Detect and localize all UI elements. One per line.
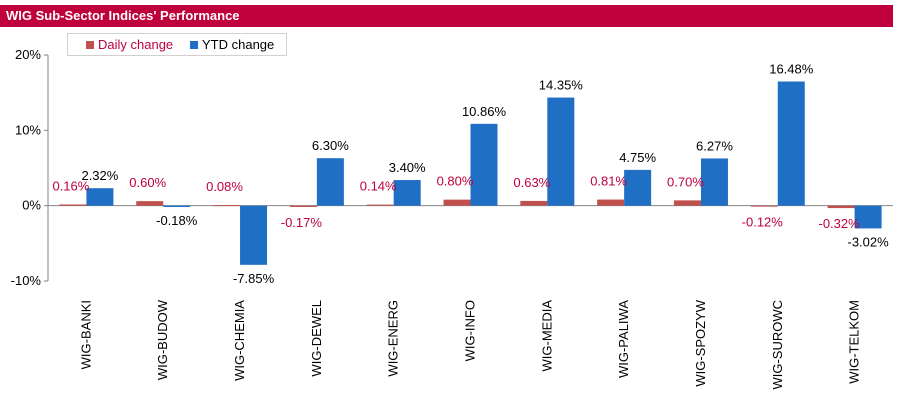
bar-ytd-change	[624, 169, 652, 206]
bar-ytd-change	[240, 205, 268, 265]
x-tick-label: WIG-SPOZYW	[693, 299, 708, 386]
y-tick-label: 10%	[15, 122, 41, 137]
legend-swatch-daily	[86, 40, 94, 49]
chart-title: WIG Sub-Sector Indices' Performance	[6, 8, 240, 23]
data-label-daily: -0.32%	[818, 216, 860, 231]
bar-ytd-change	[854, 205, 882, 229]
legend-item-daily: Daily change	[86, 37, 173, 52]
x-tick-label: WIG-MEDIA	[539, 300, 554, 372]
data-label-daily: 0.16%	[52, 178, 89, 193]
data-label-daily: 0.80%	[437, 174, 474, 189]
title-bar: WIG Sub-Sector Indices' Performance	[0, 5, 893, 27]
data-label-ytd: 3.40%	[389, 160, 426, 175]
bar-daily-change	[673, 200, 701, 206]
bar-ytd-change	[393, 180, 421, 206]
bar-ytd-change	[316, 158, 344, 206]
y-tick-label: 20%	[15, 47, 41, 62]
x-tick-label: WIG-BANKI	[78, 300, 93, 369]
bar-daily-change	[750, 205, 778, 207]
bar-daily-change	[289, 205, 317, 207]
data-label-daily: 0.81%	[590, 174, 627, 189]
legend-swatch-ytd	[190, 40, 198, 49]
data-label-ytd: 6.27%	[696, 138, 733, 153]
bar-ytd-change	[700, 158, 728, 206]
data-label-daily: 0.14%	[360, 179, 397, 194]
data-label-daily: 0.08%	[206, 179, 243, 194]
data-label-ytd: -0.18%	[156, 213, 198, 228]
bar-ytd-change	[547, 97, 575, 206]
data-label-ytd: 4.75%	[619, 150, 656, 165]
x-tick-label: WIG-BUDOW	[155, 299, 170, 380]
x-tick-label: WIG-TELKOM	[847, 300, 862, 384]
bar-ytd-change	[777, 81, 805, 206]
data-label-ytd: -3.02%	[847, 234, 889, 249]
x-tick-label: WIG-SUROWC	[770, 300, 785, 390]
bar-ytd-change	[86, 188, 114, 206]
bar-daily-change	[366, 204, 394, 206]
x-tick-label: WIG-PALIWA	[616, 300, 631, 378]
legend-label-ytd: YTD change	[202, 37, 275, 52]
legend-item-ytd: YTD change	[190, 37, 274, 52]
x-tick-label: WIG-DEWEL	[309, 300, 324, 377]
data-label-ytd: 6.30%	[312, 138, 349, 153]
data-label-daily: 0.63%	[513, 175, 550, 190]
data-label-daily: -0.12%	[742, 215, 784, 230]
data-label-ytd: 14.35%	[539, 78, 584, 93]
x-tick-label: WIG-INFO	[463, 300, 478, 361]
x-tick-label: WIG-ENERG	[386, 300, 401, 377]
bar-daily-change	[520, 200, 548, 206]
bar-daily-change	[827, 205, 855, 209]
bar-ytd-change	[163, 205, 191, 208]
data-label-ytd: 10.86%	[462, 104, 507, 119]
data-label-ytd: 2.32%	[81, 168, 118, 183]
x-tick-label: WIG-CHEMIA	[232, 300, 247, 381]
data-label-daily: 0.60%	[129, 175, 166, 190]
bar-daily-change	[597, 199, 625, 206]
y-tick-label: 0%	[22, 198, 41, 213]
bar-daily-change	[443, 199, 471, 206]
legend: Daily change YTD change	[67, 33, 287, 56]
data-label-ytd: -7.85%	[233, 271, 275, 286]
bar-daily-change	[136, 201, 164, 206]
bar-daily-change	[213, 205, 241, 207]
bar-daily-change	[59, 204, 87, 206]
bar-ytd-change	[470, 123, 498, 206]
data-label-daily: -0.17%	[281, 215, 323, 230]
y-tick-label: -10%	[11, 273, 42, 288]
data-label-daily: 0.70%	[667, 174, 704, 189]
data-label-ytd: 16.48%	[769, 62, 814, 77]
legend-label-daily: Daily change	[98, 37, 174, 52]
